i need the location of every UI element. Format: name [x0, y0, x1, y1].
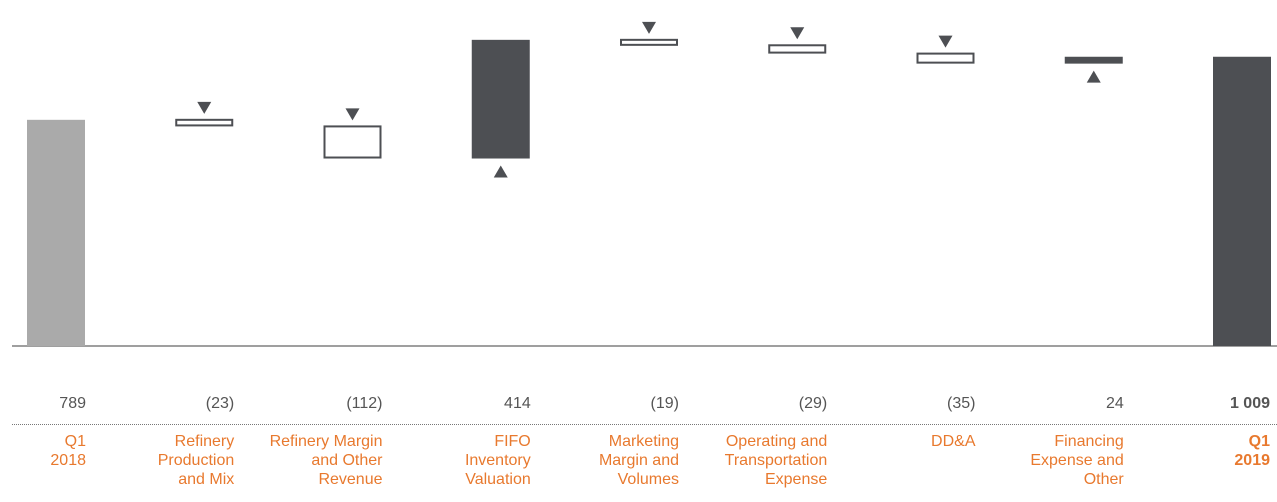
value-label: (19) — [650, 395, 679, 412]
value-label: 1 009 — [1229, 395, 1270, 412]
x-tick-label: Operating and Transportation Expense — [724, 433, 828, 488]
bar — [620, 38, 678, 46]
value-label: 414 — [504, 395, 531, 412]
value-label: (112) — [346, 395, 383, 412]
x-tick-label: DD&A — [931, 433, 976, 450]
x-tick-label: Q1 2019 — [1234, 433, 1270, 469]
separator — [12, 424, 1277, 425]
bar — [1064, 56, 1123, 64]
x-tick-label: Refinery Margin and Other Revenue — [269, 433, 383, 488]
down-arrow — [197, 101, 212, 114]
down-arrow — [790, 27, 805, 40]
down-arrow — [345, 108, 360, 121]
value-label: (35) — [947, 395, 976, 412]
down-arrow — [938, 35, 953, 48]
bar — [916, 52, 975, 64]
x-tick-label: Financing Expense and Other — [1030, 433, 1124, 488]
bar — [323, 125, 382, 159]
value-label: 789 — [59, 395, 86, 412]
bar — [175, 118, 234, 127]
bar — [1213, 56, 1271, 347]
x-tick-label: Marketing Margin and Volumes — [598, 433, 679, 488]
bar — [471, 39, 530, 159]
up-arrow — [493, 165, 508, 178]
value-label: (29) — [798, 395, 828, 412]
up-arrow — [1086, 70, 1101, 83]
plot — [12, 21, 1277, 347]
value-label: 24 — [1105, 395, 1124, 412]
bar — [27, 119, 85, 346]
x-tick-label: FIFO Inventory Valuation — [464, 433, 531, 488]
value-label: (23) — [205, 395, 235, 412]
x-tick-label: Q1 2018 — [50, 433, 86, 469]
x-tick-label: Refinery Production and Mix — [157, 433, 235, 488]
down-arrow — [642, 21, 656, 34]
bar — [768, 44, 827, 54]
